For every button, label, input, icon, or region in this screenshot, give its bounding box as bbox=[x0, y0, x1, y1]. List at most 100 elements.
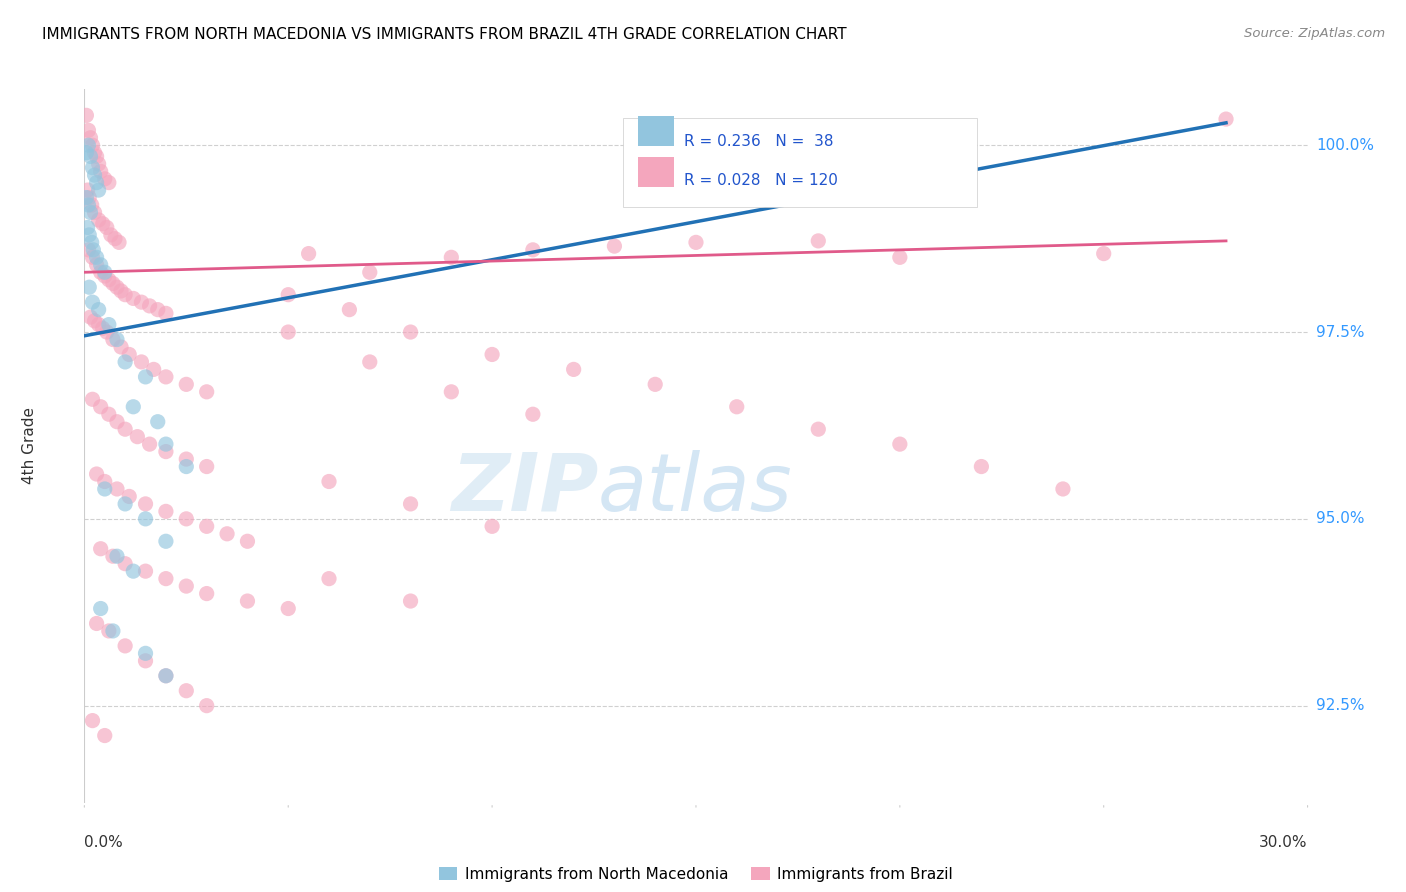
Point bbox=[90, 601, 112, 615]
Point bbox=[82, 161, 104, 175]
Point bbox=[114, 355, 136, 369]
Point bbox=[236, 594, 259, 608]
Point bbox=[644, 377, 666, 392]
Point bbox=[807, 422, 830, 436]
FancyBboxPatch shape bbox=[638, 157, 673, 186]
Point bbox=[440, 250, 463, 264]
Point bbox=[108, 235, 131, 250]
Legend: Immigrants from North Macedonia, Immigrants from Brazil: Immigrants from North Macedonia, Immigra… bbox=[433, 861, 959, 888]
Point bbox=[174, 579, 197, 593]
Point bbox=[86, 258, 108, 272]
Point bbox=[93, 729, 115, 743]
Point bbox=[146, 415, 169, 429]
Text: 100.0%: 100.0% bbox=[1316, 137, 1374, 153]
FancyBboxPatch shape bbox=[623, 118, 977, 207]
Point bbox=[174, 377, 197, 392]
Point bbox=[101, 333, 124, 347]
Point bbox=[138, 299, 160, 313]
Point bbox=[114, 497, 136, 511]
Point bbox=[122, 400, 145, 414]
Point bbox=[87, 302, 110, 317]
Point bbox=[277, 287, 299, 301]
Point bbox=[195, 384, 218, 399]
Point bbox=[889, 250, 911, 264]
Point bbox=[155, 306, 177, 320]
Point bbox=[79, 130, 101, 145]
Point bbox=[91, 217, 114, 231]
Point bbox=[138, 437, 160, 451]
Point bbox=[135, 646, 157, 660]
Point bbox=[93, 265, 115, 279]
Point bbox=[96, 220, 118, 235]
Point bbox=[135, 370, 157, 384]
Point bbox=[79, 205, 101, 219]
Text: Source: ZipAtlas.com: Source: ZipAtlas.com bbox=[1244, 27, 1385, 40]
Text: R = 0.028   N = 120: R = 0.028 N = 120 bbox=[683, 173, 838, 188]
Point bbox=[82, 250, 104, 264]
Point bbox=[101, 549, 124, 564]
Text: atlas: atlas bbox=[598, 450, 793, 528]
Point bbox=[87, 213, 110, 227]
Point bbox=[77, 280, 100, 294]
Point bbox=[118, 490, 141, 504]
Point bbox=[122, 564, 145, 578]
Point bbox=[82, 138, 104, 153]
Point bbox=[97, 624, 120, 638]
Point bbox=[195, 586, 218, 600]
Text: R = 0.236   N =  38: R = 0.236 N = 38 bbox=[683, 134, 834, 149]
Point bbox=[970, 459, 993, 474]
Point bbox=[90, 541, 112, 556]
Point bbox=[97, 273, 120, 287]
Point bbox=[131, 355, 153, 369]
Point bbox=[97, 176, 120, 190]
Point bbox=[90, 400, 112, 414]
Point bbox=[195, 698, 218, 713]
Point bbox=[339, 302, 360, 317]
Text: 97.5%: 97.5% bbox=[1316, 325, 1364, 340]
Point bbox=[77, 198, 100, 212]
Point bbox=[195, 519, 218, 533]
Point bbox=[93, 268, 115, 283]
Point bbox=[195, 459, 218, 474]
Text: ZIP: ZIP bbox=[451, 450, 598, 528]
Point bbox=[481, 519, 503, 533]
Point bbox=[522, 243, 544, 257]
Point bbox=[80, 235, 103, 250]
Point bbox=[91, 321, 114, 335]
Point bbox=[96, 325, 118, 339]
Point bbox=[277, 601, 299, 615]
Point bbox=[114, 557, 136, 571]
Point bbox=[101, 277, 124, 291]
Point bbox=[174, 459, 197, 474]
Point bbox=[118, 347, 141, 361]
Point bbox=[77, 243, 100, 257]
Point bbox=[80, 198, 103, 212]
FancyBboxPatch shape bbox=[638, 116, 673, 146]
Point bbox=[105, 333, 128, 347]
Point bbox=[86, 176, 108, 190]
Point bbox=[155, 437, 177, 451]
Point bbox=[90, 258, 112, 272]
Point bbox=[399, 497, 422, 511]
Point bbox=[155, 572, 177, 586]
Point bbox=[93, 172, 115, 186]
Text: IMMIGRANTS FROM NORTH MACEDONIA VS IMMIGRANTS FROM BRAZIL 4TH GRADE CORRELATION : IMMIGRANTS FROM NORTH MACEDONIA VS IMMIG… bbox=[42, 27, 846, 42]
Point bbox=[298, 246, 321, 260]
Point bbox=[399, 594, 422, 608]
Point bbox=[77, 123, 100, 137]
Point bbox=[114, 422, 136, 436]
Point bbox=[104, 232, 127, 246]
Point bbox=[79, 149, 101, 163]
Point bbox=[135, 512, 157, 526]
Point bbox=[86, 467, 108, 481]
Point bbox=[725, 400, 748, 414]
Point bbox=[86, 250, 108, 264]
Point bbox=[131, 295, 153, 310]
Point bbox=[155, 370, 177, 384]
Point bbox=[82, 392, 104, 407]
Point bbox=[90, 164, 112, 178]
Point bbox=[105, 482, 128, 496]
Point bbox=[100, 227, 122, 242]
Point bbox=[83, 168, 105, 182]
Point bbox=[155, 669, 177, 683]
